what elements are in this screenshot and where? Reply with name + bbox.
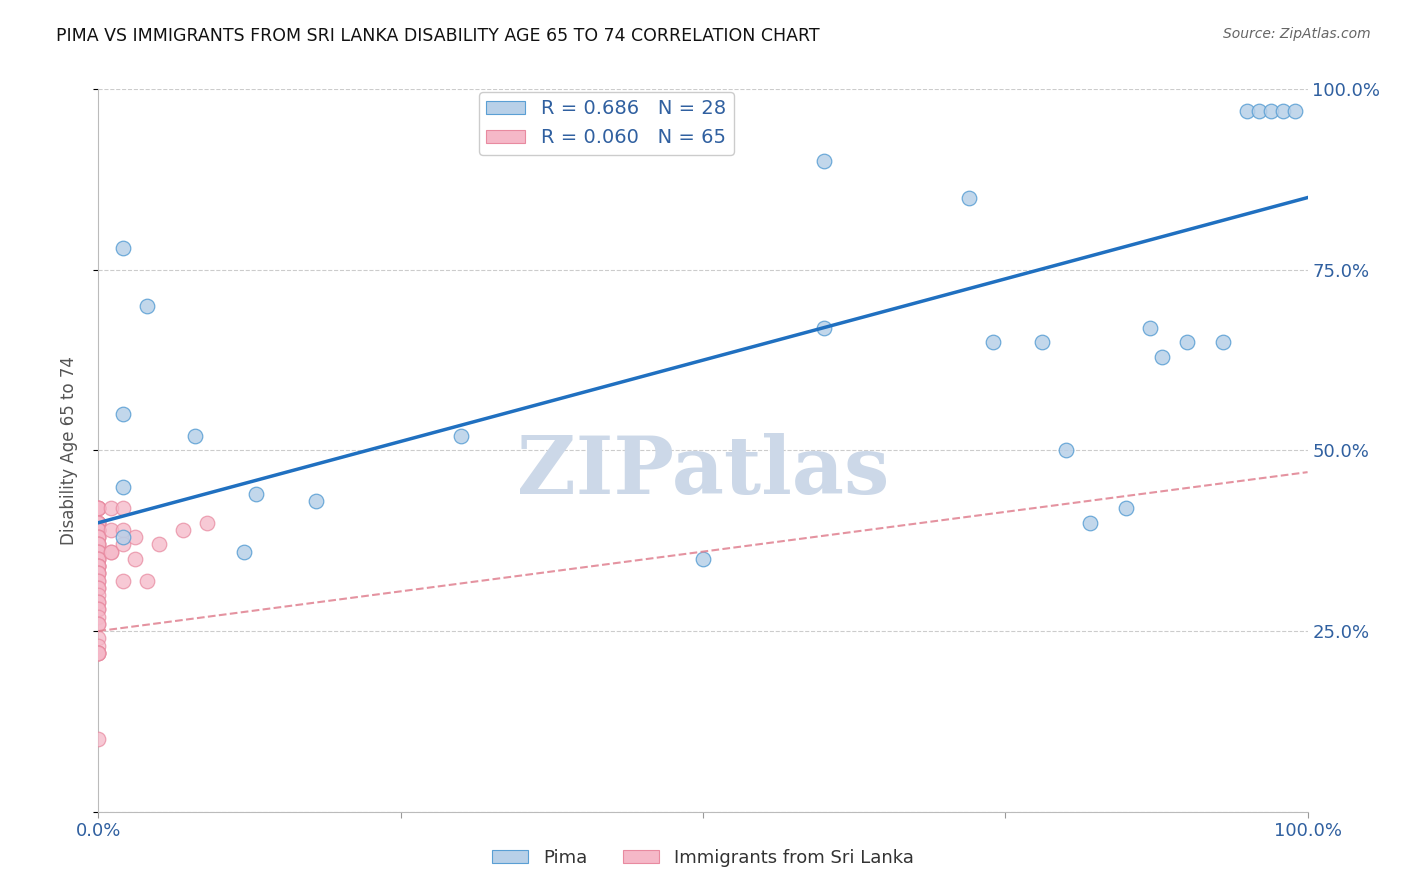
Legend: R = 0.686   N = 28, R = 0.060   N = 65: R = 0.686 N = 28, R = 0.060 N = 65: [478, 92, 734, 155]
Point: [87, 646, 110, 660]
Point: [87, 501, 110, 516]
Point: [111, 574, 134, 588]
Point: [1078, 516, 1101, 530]
Point: [87, 566, 110, 581]
Point: [87, 516, 110, 530]
Point: [111, 407, 134, 421]
Text: Source: ZipAtlas.com: Source: ZipAtlas.com: [1223, 27, 1371, 41]
Point: [195, 516, 218, 530]
Point: [1031, 334, 1053, 349]
Point: [87, 530, 110, 544]
Point: [1152, 350, 1174, 364]
Point: [111, 480, 134, 494]
Point: [111, 537, 134, 551]
Point: [87, 551, 110, 566]
Point: [1054, 443, 1077, 458]
Point: [87, 574, 110, 588]
Point: [232, 544, 254, 558]
Point: [87, 602, 110, 616]
Point: [87, 551, 110, 566]
Legend: Pima, Immigrants from Sri Lanka: Pima, Immigrants from Sri Lanka: [485, 842, 921, 874]
Point: [87, 574, 110, 588]
Point: [1175, 334, 1198, 349]
Point: [87, 523, 110, 537]
Point: [87, 566, 110, 581]
Point: [87, 501, 110, 516]
Point: [692, 551, 714, 566]
Point: [124, 551, 146, 566]
Point: [87, 639, 110, 653]
Point: [87, 559, 110, 574]
Point: [87, 516, 110, 530]
Point: [87, 537, 110, 551]
Point: [100, 523, 122, 537]
Point: [87, 544, 110, 558]
Point: [87, 581, 110, 595]
Point: [1236, 103, 1258, 118]
Point: [87, 646, 110, 660]
Point: [135, 299, 157, 313]
Point: [87, 602, 110, 616]
Point: [87, 523, 110, 537]
Point: [100, 501, 122, 516]
Point: [111, 523, 134, 537]
Point: [1115, 501, 1137, 516]
Point: [87, 544, 110, 558]
Point: [87, 559, 110, 574]
Point: [1212, 334, 1234, 349]
Point: [172, 523, 194, 537]
Point: [87, 523, 110, 537]
Y-axis label: Disability Age 65 to 74: Disability Age 65 to 74: [59, 356, 77, 545]
Point: [87, 588, 110, 602]
Point: [87, 530, 110, 544]
Point: [87, 566, 110, 581]
Point: [813, 320, 835, 334]
Point: [124, 530, 146, 544]
Point: [87, 551, 110, 566]
Point: [87, 523, 110, 537]
Point: [100, 544, 122, 558]
Point: [87, 646, 110, 660]
Point: [87, 559, 110, 574]
Point: [957, 191, 980, 205]
Point: [87, 537, 110, 551]
Point: [1139, 320, 1161, 334]
Point: [111, 530, 134, 544]
Point: [111, 501, 134, 516]
Point: [87, 516, 110, 530]
Point: [111, 241, 134, 255]
Point: [87, 523, 110, 537]
Point: [87, 530, 110, 544]
Point: [87, 501, 110, 516]
Point: [1272, 103, 1295, 118]
Point: [1249, 103, 1271, 118]
Point: [87, 537, 110, 551]
Point: [87, 616, 110, 631]
Point: [148, 537, 170, 551]
Text: ZIPatlas: ZIPatlas: [517, 434, 889, 511]
Point: [87, 501, 110, 516]
Point: [87, 581, 110, 595]
Point: [87, 616, 110, 631]
Point: [87, 516, 110, 530]
Point: [87, 646, 110, 660]
Point: [981, 334, 1004, 349]
Point: [87, 595, 110, 609]
Point: [813, 154, 835, 169]
Point: [87, 609, 110, 624]
Point: [305, 494, 328, 508]
Point: [87, 732, 110, 747]
Point: [87, 595, 110, 609]
Point: [135, 574, 157, 588]
Point: [450, 429, 472, 443]
Point: [87, 544, 110, 558]
Point: [245, 487, 267, 501]
Point: [1284, 103, 1306, 118]
Point: [184, 429, 207, 443]
Point: [100, 544, 122, 558]
Point: [87, 559, 110, 574]
Text: PIMA VS IMMIGRANTS FROM SRI LANKA DISABILITY AGE 65 TO 74 CORRELATION CHART: PIMA VS IMMIGRANTS FROM SRI LANKA DISABI…: [56, 27, 820, 45]
Point: [87, 632, 110, 646]
Point: [1260, 103, 1282, 118]
